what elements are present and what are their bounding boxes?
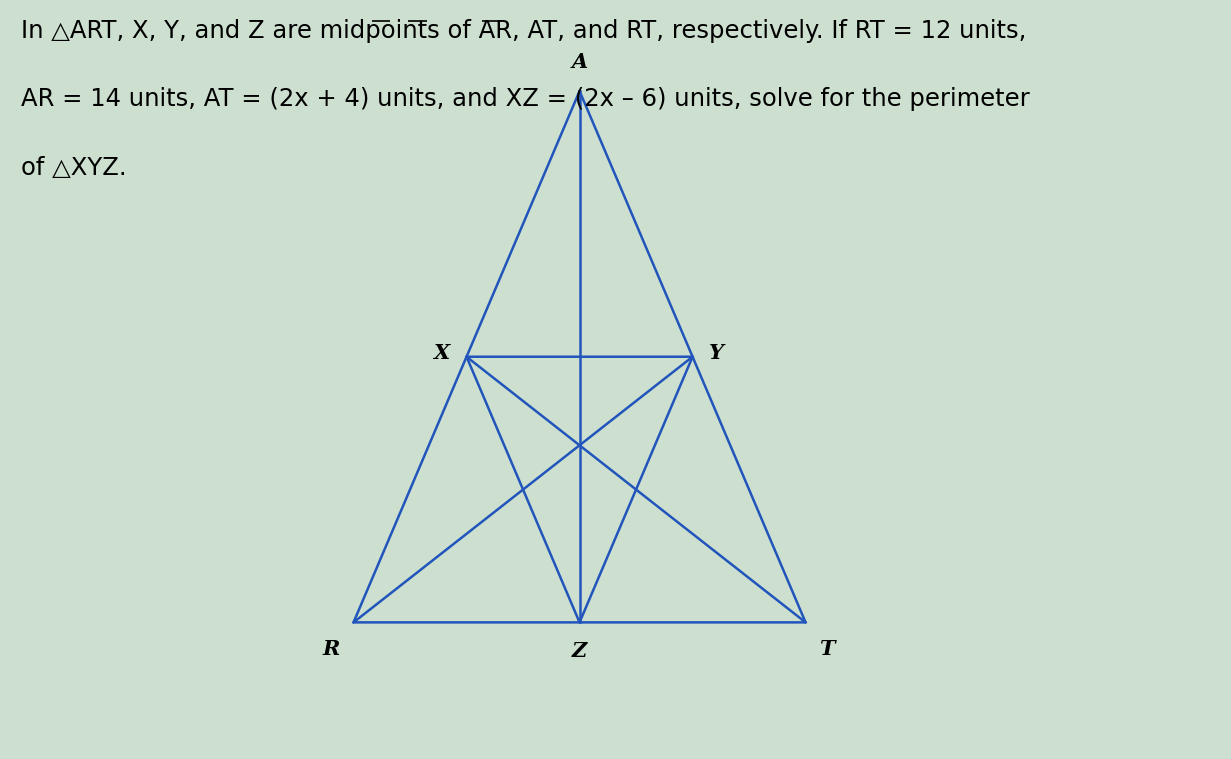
Text: of △XYZ.: of △XYZ. (21, 156, 127, 180)
Text: X: X (433, 343, 449, 363)
Text: AR = 14 units, AT = (2x + 4) units, and XZ = (2x – 6) units, solve for the perim: AR = 14 units, AT = (2x + 4) units, and … (21, 87, 1029, 112)
Text: A: A (571, 52, 587, 72)
Text: Z: Z (572, 641, 587, 661)
Text: Y: Y (709, 343, 724, 363)
Text: In △ART, X, Y, and Z are midpoints of AR, AT, and RT, respectively. If RT = 12 u: In △ART, X, Y, and Z are midpoints of AR… (21, 19, 1027, 43)
Text: R: R (323, 639, 340, 659)
Text: T: T (820, 639, 835, 659)
